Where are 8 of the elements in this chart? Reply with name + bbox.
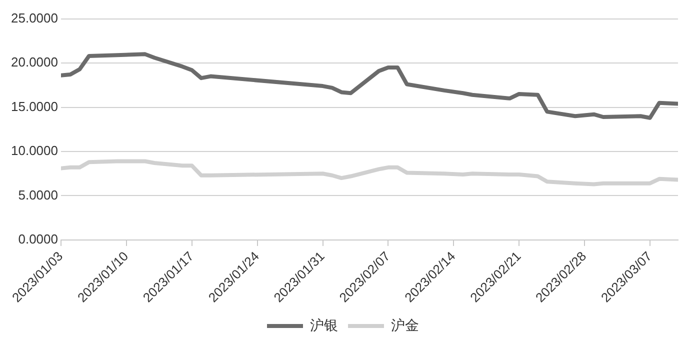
y-tick-label: 0.0000: [18, 232, 58, 247]
y-tick-label: 25.0000: [10, 10, 58, 26]
legend-label: 沪银: [310, 316, 338, 333]
legend-label: 沪金: [391, 316, 419, 333]
y-tick-label: 20.0000: [10, 54, 58, 70]
y-tick-label: 5.0000: [18, 187, 58, 202]
y-tick-label: 10.0000: [10, 143, 58, 158]
y-tick-label: 15.0000: [10, 98, 58, 114]
